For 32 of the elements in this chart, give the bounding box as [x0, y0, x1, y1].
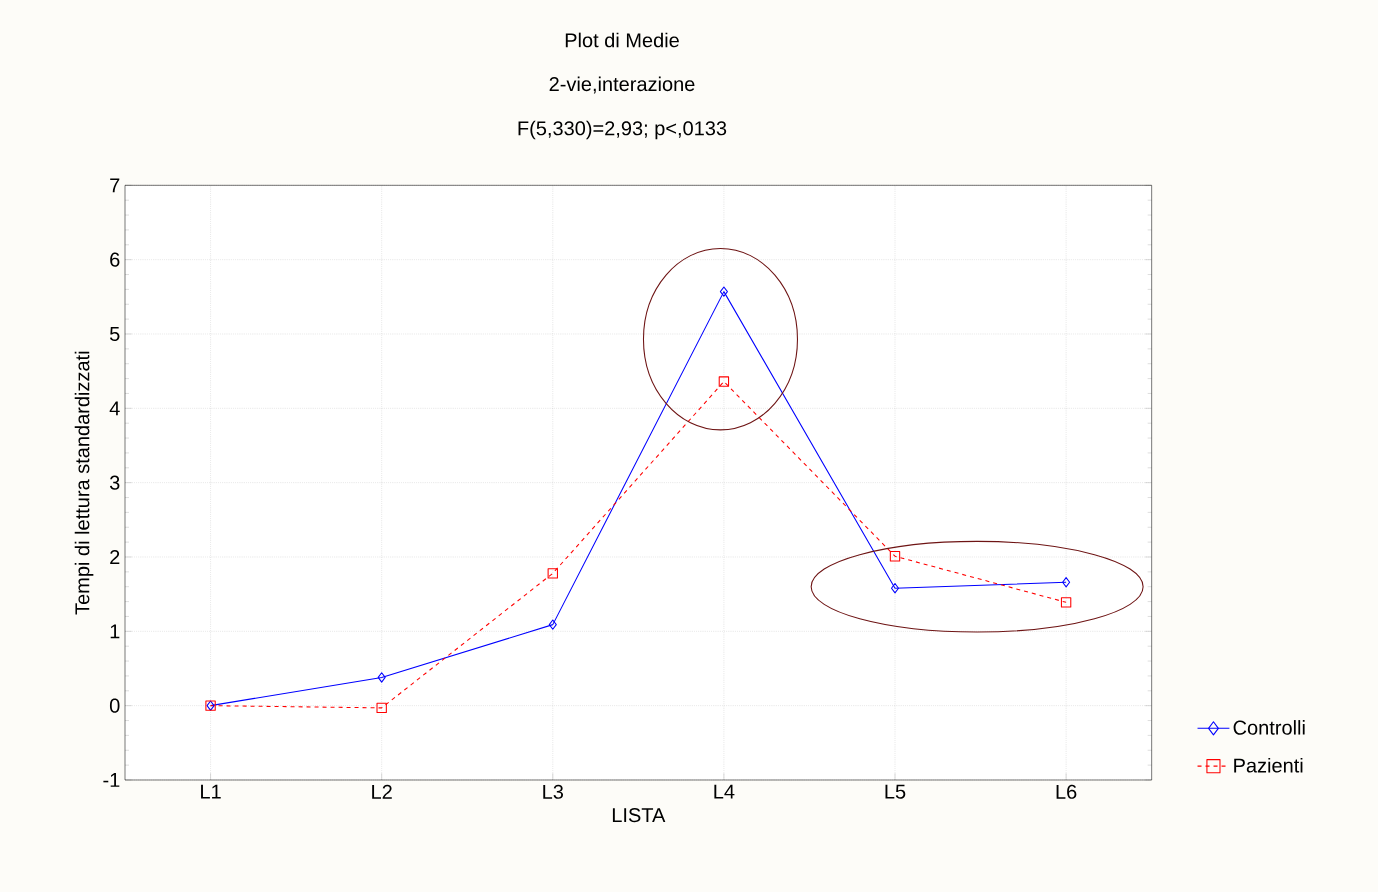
legend-label: Pazienti — [1234, 757, 1303, 773]
point — [548, 619, 557, 630]
y-tick-label: 3 — [109, 475, 120, 490]
point — [889, 551, 901, 562]
x-axis-title: LISTA — [612, 808, 666, 823]
x-tick-label: L3 — [543, 784, 564, 799]
point — [376, 702, 387, 714]
point — [547, 568, 558, 579]
x-tick-label: L1 — [201, 784, 221, 799]
point — [890, 583, 900, 594]
y-tick-label: 6 — [110, 252, 120, 267]
x-tick-label: L4 — [714, 784, 735, 799]
point — [719, 286, 728, 297]
y-tick-label: 4 — [109, 401, 120, 416]
y-tick-label: 5 — [109, 327, 120, 341]
point — [718, 376, 730, 387]
point — [1062, 577, 1071, 588]
chart-subtitle: 2-vie,interazione — [549, 76, 695, 94]
y-tick-label: 7 — [110, 178, 120, 193]
y-tick-label: -1 — [103, 773, 120, 787]
y-tick-label: 0 — [109, 698, 120, 713]
text: F(5,330)=2,93; p<,0133 — [518, 120, 727, 140]
y-tick-label: 1 — [110, 624, 120, 639]
chart-title: Plot di Medie — [565, 32, 679, 48]
y-tick-label: 2 — [110, 550, 120, 564]
x-tick-label: L2 — [372, 784, 392, 799]
y-axis-title: Tempi di lettura standardizzati — [74, 351, 94, 615]
x-tick-label: L6 — [1056, 784, 1077, 799]
legend-label: Controlli — [1233, 720, 1305, 735]
point — [1060, 597, 1072, 608]
x-tick-label: L5 — [885, 784, 906, 799]
point — [377, 672, 386, 683]
